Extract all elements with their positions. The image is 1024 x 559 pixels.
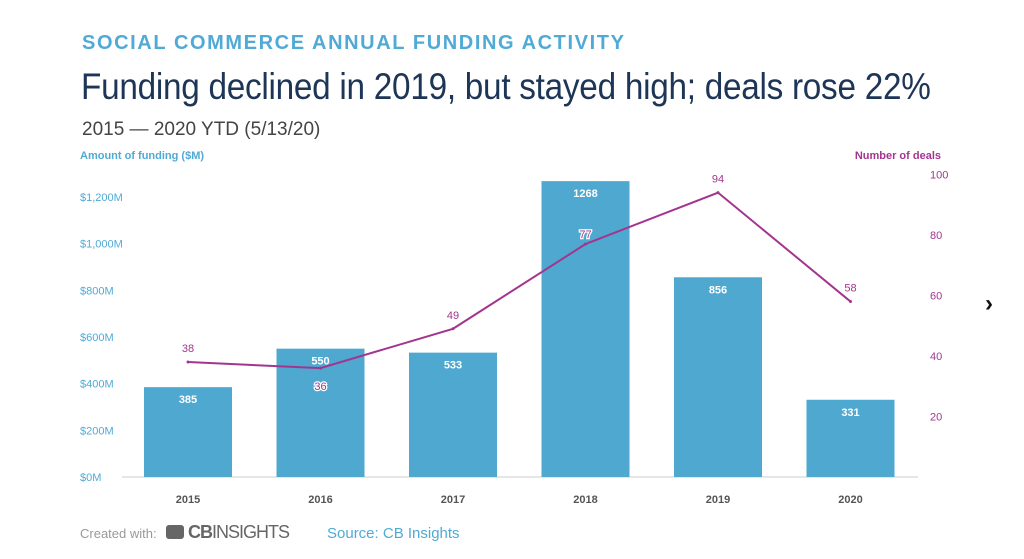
right-axis-label: Number of deals bbox=[855, 150, 941, 162]
left-tick-label: $0M bbox=[80, 472, 101, 484]
logo-text: INSIGHTS bbox=[212, 522, 290, 542]
next-arrow-icon[interactable]: › bbox=[985, 290, 993, 317]
deals-value-label: 77 bbox=[579, 229, 591, 241]
x-tick-label: 2015 bbox=[176, 494, 200, 506]
bar bbox=[541, 181, 630, 477]
right-tick-label: 100 bbox=[930, 170, 948, 182]
deals-line bbox=[187, 191, 852, 370]
bar bbox=[276, 348, 365, 477]
deals-value-label: 38 bbox=[182, 343, 194, 355]
source-link[interactable]: Source: CB Insights bbox=[327, 525, 460, 542]
x-tick-label: 2016 bbox=[308, 494, 332, 506]
logo-text-bold: CB bbox=[188, 522, 213, 542]
chart-subtitle: 2015 — 2020 YTD (5/13/20) bbox=[82, 119, 321, 140]
deals-point bbox=[319, 366, 322, 370]
right-tick-label: 80 bbox=[930, 230, 942, 242]
bar-value-label: 550 bbox=[311, 356, 329, 368]
deals-value-label: 49 bbox=[447, 310, 459, 322]
created-with-label: Created with: bbox=[80, 526, 157, 541]
bar bbox=[674, 277, 762, 477]
deals-value-label: 94 bbox=[712, 174, 724, 186]
cb-insights-logo: CBINSIGHTS bbox=[166, 522, 290, 543]
chart-kicker: SOCIAL COMMERCE ANNUAL FUNDING ACTIVITY bbox=[82, 32, 626, 54]
left-tick-label: $600M bbox=[80, 332, 114, 344]
left-tick-label: $800M bbox=[80, 285, 114, 297]
left-tick-label: $200M bbox=[80, 425, 114, 437]
right-tick-label: 60 bbox=[930, 291, 942, 303]
x-tick-label: 2020 bbox=[838, 494, 862, 506]
x-tick-label: 2018 bbox=[573, 494, 597, 506]
left-tick-label: $1,200M bbox=[80, 192, 123, 204]
x-tick-label: 2019 bbox=[706, 494, 730, 506]
deals-point bbox=[716, 191, 720, 195]
left-axis-label: Amount of funding ($M) bbox=[80, 150, 204, 162]
right-tick-label: 20 bbox=[930, 412, 942, 424]
deals-point bbox=[849, 300, 852, 304]
deals-point bbox=[451, 327, 455, 331]
bar-value-label: 856 bbox=[709, 284, 727, 296]
bar-value-label: 533 bbox=[444, 360, 462, 372]
bar-value-label: 385 bbox=[179, 394, 197, 406]
deals-point bbox=[186, 360, 190, 364]
left-tick-label: $1,000M bbox=[80, 239, 123, 251]
right-tick-label: 40 bbox=[930, 351, 942, 363]
chart-title: Funding declined in 2019, but stayed hig… bbox=[81, 66, 931, 107]
bar-value-label: 331 bbox=[841, 407, 859, 419]
deals-value-label: 36 bbox=[314, 381, 326, 393]
x-tick-label: 2017 bbox=[441, 494, 465, 506]
left-tick-label: $400M bbox=[80, 379, 114, 391]
deals-point bbox=[584, 242, 587, 246]
deals-value-label: 58 bbox=[844, 283, 856, 295]
bar bbox=[806, 399, 895, 477]
bar bbox=[409, 352, 497, 477]
cb-logo-mark-icon bbox=[166, 525, 184, 539]
bar bbox=[144, 387, 232, 477]
bar-value-label: 1268 bbox=[573, 188, 597, 200]
